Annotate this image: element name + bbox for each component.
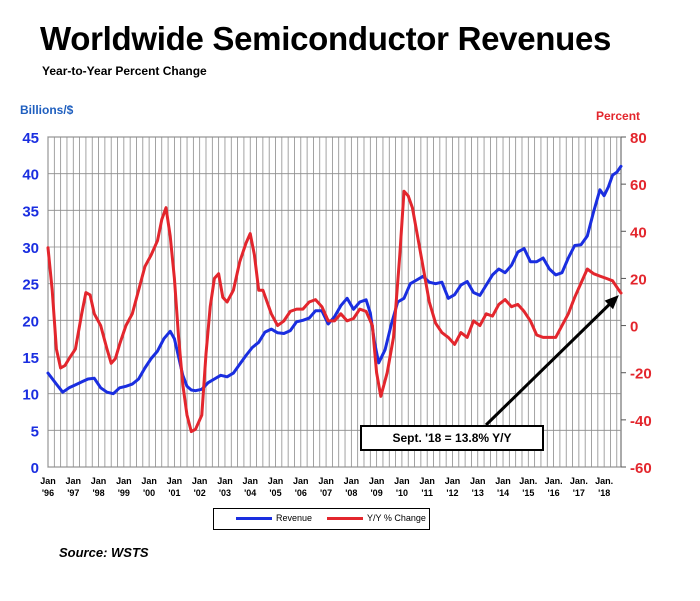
x-axis-tick-label: '99 — [118, 488, 130, 498]
left-axis-tick-label: 25 — [22, 277, 39, 294]
right-axis-tick-label: 80 — [630, 130, 647, 147]
x-axis-tick-label: '96 — [42, 488, 54, 498]
x-axis-tick-label: Jan — [470, 476, 486, 486]
chart-subtitle: Year-to-Year Percent Change — [42, 64, 207, 78]
x-axis-tick-label: Jan. — [570, 476, 588, 486]
x-axis-tick-label: Jan — [318, 476, 334, 486]
x-axis-tick-label: '13 — [472, 488, 484, 498]
x-axis-tick-label: Jan — [66, 476, 82, 486]
x-axis-tick-label: Jan. — [595, 476, 613, 486]
left-axis-tick-label: 15 — [22, 350, 39, 367]
x-axis-tick-label: '12 — [446, 488, 458, 498]
chart-title: Worldwide Semiconductor Revenues — [40, 20, 612, 57]
right-axis-tick-label: 0 — [630, 319, 638, 336]
legend-label-yy: Y/Y % Change — [367, 513, 426, 523]
x-axis-tick-label: '16 — [548, 488, 560, 498]
right-axis-tick-label: -20 — [630, 366, 652, 383]
legend-item-revenue: Revenue — [236, 513, 312, 523]
right-axis-label: Percent — [596, 109, 641, 123]
legend: Revenue Y/Y % Change — [213, 508, 430, 530]
series-line-yy-change — [46, 189, 623, 434]
source-note: Source: WSTS — [59, 545, 149, 560]
x-axis-tick-label: '18 — [598, 488, 610, 498]
x-axis-tick-label: '02 — [194, 488, 206, 498]
left-axis-tick-label: 40 — [22, 167, 39, 184]
x-axis-tick-label: '97 — [67, 488, 79, 498]
x-axis-tick-label: Jan — [394, 476, 410, 486]
x-axis-tick-label: Jan — [293, 476, 309, 486]
right-axis-tick-label: 60 — [630, 177, 647, 194]
legend-label-revenue: Revenue — [276, 513, 313, 523]
x-axis-tick-label: '08 — [345, 488, 357, 498]
x-axis-tick-label: Jan — [91, 476, 107, 486]
right-axis-tick-label: 20 — [630, 271, 647, 288]
series-line-revenue — [46, 164, 623, 396]
x-axis-tick-label: '15 — [522, 488, 534, 498]
right-axis-tick-label: -40 — [630, 413, 652, 430]
left-axis-tick-label: 30 — [22, 240, 39, 257]
x-axis-tick-label: '06 — [295, 488, 307, 498]
x-axis-tick-label: Jan — [40, 476, 56, 486]
right-axis-tick-label: -60 — [630, 460, 652, 477]
left-axis-tick-label: 5 — [31, 423, 39, 440]
left-axis-tick-label: 10 — [22, 387, 39, 404]
x-axis-tick-label: '14 — [497, 488, 509, 498]
x-axis-tick-label: '03 — [219, 488, 231, 498]
left-axis-label: Billions/$ — [20, 103, 74, 117]
x-axis-tick-label: Jan. — [545, 476, 563, 486]
x-axis-tick-label: '17 — [573, 488, 585, 498]
x-axis-tick-label: '10 — [396, 488, 408, 498]
annotation-arrow-head — [604, 295, 619, 310]
x-axis-tick-label: '07 — [320, 488, 332, 498]
x-axis-tick-label: '04 — [244, 488, 256, 498]
x-axis-tick-label: Jan — [141, 476, 157, 486]
x-axis-tick-label: Jan — [369, 476, 385, 486]
legend-swatch-revenue — [236, 516, 272, 520]
left-axis-tick-label: 45 — [22, 130, 39, 147]
annotation-arrow-line — [484, 301, 613, 427]
x-axis-tick-label: '05 — [269, 488, 281, 498]
x-axis-tick-label: '11 — [421, 488, 433, 498]
x-axis-tick-label: '01 — [168, 488, 180, 498]
x-axis-tick-label: '98 — [92, 488, 104, 498]
legend-item-yy: Y/Y % Change — [327, 513, 426, 523]
x-axis-tick-label: Jan — [268, 476, 284, 486]
left-axis-tick-label: 35 — [22, 203, 39, 220]
x-axis-tick-label: Jan — [419, 476, 435, 486]
left-axis-tick-label: 20 — [22, 313, 39, 330]
x-axis-tick-label: Jan — [445, 476, 461, 486]
legend-swatch-yy — [327, 516, 363, 520]
x-axis-tick-label: '09 — [371, 488, 383, 498]
x-axis-tick-label: Jan — [217, 476, 233, 486]
x-axis-tick-label: Jan — [192, 476, 208, 486]
x-axis-tick-label: Jan — [116, 476, 132, 486]
annotation-callout: Sept. '18 = 13.8% Y/Y — [360, 425, 544, 451]
right-axis-tick-label: 40 — [630, 224, 647, 241]
x-axis-tick-label: Jan. — [519, 476, 537, 486]
x-axis-tick-label: Jan — [167, 476, 183, 486]
x-axis-tick-label: Jan — [344, 476, 360, 486]
left-axis-tick-label: 0 — [31, 460, 39, 477]
x-axis-tick-label: '00 — [143, 488, 155, 498]
x-axis-tick-label: Jan — [242, 476, 258, 486]
x-axis-tick-label: Jan — [495, 476, 511, 486]
